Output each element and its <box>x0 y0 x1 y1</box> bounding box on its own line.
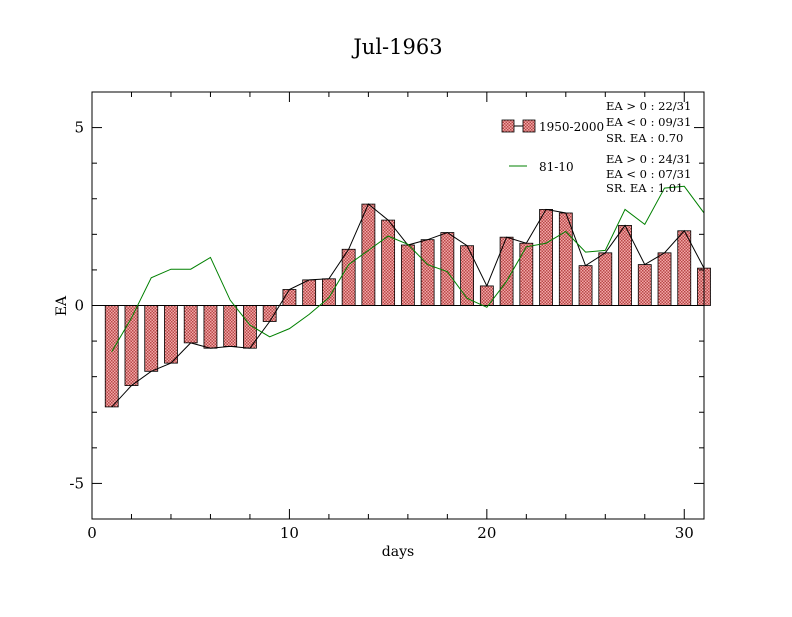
stat-1950-2000-sr: SR. EA : 0.70 <box>606 131 683 145</box>
series-line-81-10 <box>111 185 705 353</box>
y-axis-label: EA <box>54 295 70 316</box>
bar-day-23 <box>539 209 553 306</box>
x-tick-label: 30 <box>675 524 694 542</box>
bar-day-27 <box>618 225 632 306</box>
bar-day-5 <box>183 305 198 344</box>
bar-day-24 <box>558 212 573 306</box>
bar-day-14 <box>361 203 376 306</box>
x-axis-label: days <box>382 544 414 560</box>
y-tick-label: 0 <box>74 297 84 315</box>
axes: 0 10 20 30 -5 0 5 <box>69 91 704 542</box>
bar-day-3 <box>144 305 159 372</box>
bar-day-30 <box>677 230 692 306</box>
bar-day-18 <box>440 232 455 306</box>
bar-day-29 <box>657 252 672 306</box>
bar-day-26 <box>598 252 613 306</box>
stat-81-10-sr: SR. EA : 1.01 <box>606 181 683 195</box>
legend: 1950-2000 EA > 0 : 22/31 EA < 0 : 09/31 … <box>501 99 691 195</box>
bar-day-17 <box>420 239 435 306</box>
bar-day-13 <box>341 248 356 306</box>
bar-day-22 <box>519 242 534 306</box>
y-tick-label: 5 <box>74 119 84 137</box>
bar-day-25 <box>578 265 593 306</box>
x-tick-label: 0 <box>87 524 97 542</box>
chart-title: Jul-1963 <box>351 35 442 59</box>
stat-81-10-positive: EA > 0 : 24/31 <box>606 152 691 166</box>
legend-label-1950-2000: 1950-2000 <box>539 120 604 134</box>
bar-day-15 <box>381 219 396 306</box>
x-tick-label: 20 <box>477 524 496 542</box>
bar-day-1 <box>104 305 119 408</box>
y-tick-label: -5 <box>69 474 84 492</box>
stat-81-10-negative: EA < 0 : 07/31 <box>606 167 691 181</box>
bar-day-4 <box>164 305 178 364</box>
stat-1950-2000-positive: EA > 0 : 22/31 <box>606 99 691 113</box>
stat-1950-2000-negative: EA < 0 : 09/31 <box>606 115 691 129</box>
bar-day-11 <box>302 279 317 306</box>
legend-label-81-10: 81-10 <box>539 160 574 174</box>
bar-day-6 <box>203 305 218 349</box>
legend-swatch-left-1950-2000 <box>501 119 515 133</box>
x-tick-label: 10 <box>280 524 299 542</box>
bar-day-20 <box>479 285 494 306</box>
plot-area <box>92 185 711 408</box>
bar-day-16 <box>400 244 415 306</box>
bar-day-28 <box>637 264 652 306</box>
legend-swatch-right-1950-2000 <box>522 119 536 133</box>
bar-day-7 <box>223 305 238 347</box>
